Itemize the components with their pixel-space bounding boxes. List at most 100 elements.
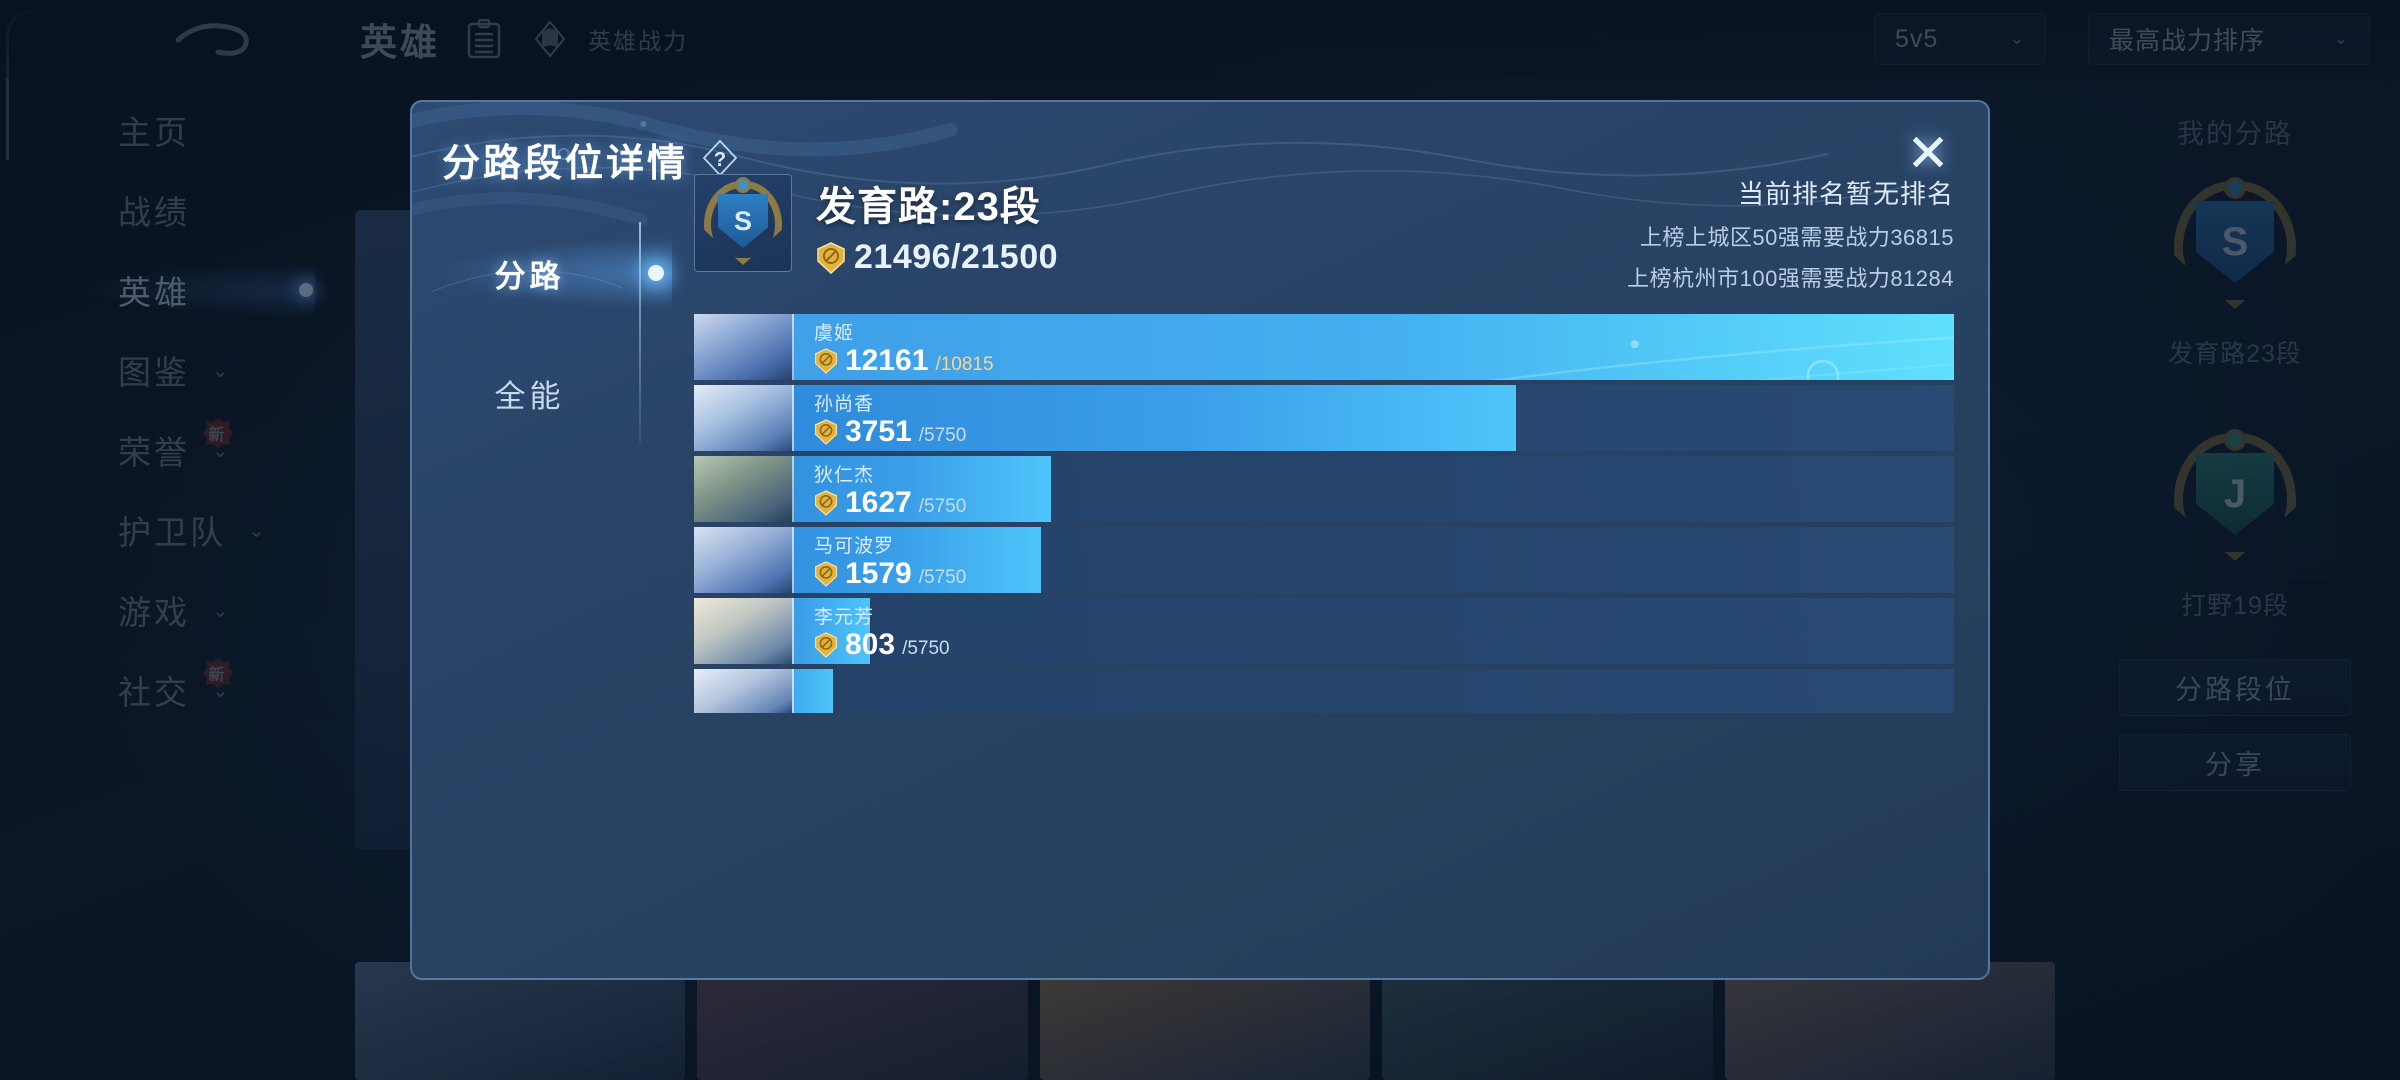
sidebar-item-label: 战绩 [118, 194, 190, 231]
hero-score-max: /5750 [918, 567, 967, 588]
requirement-line-0: 上榜上城区50强需要战力36815 [1639, 225, 1954, 250]
current-rank-badge: S [694, 174, 792, 272]
sidebar-item-1[interactable]: 战绩 [0, 170, 305, 250]
sidebar-item-0[interactable]: 主页 [0, 90, 305, 170]
hero-row-3[interactable]: 马可波罗 1579 /5750 [694, 527, 1954, 593]
back-arrow-icon[interactable] [170, 18, 260, 58]
hero-portrait [694, 314, 794, 380]
hero-row-5-partial[interactable] [694, 669, 1954, 713]
hero-score-row: 12161 /10815 [814, 346, 994, 376]
chevron-down-icon: ⌄ [2333, 29, 2349, 48]
top-bar: 英雄 英雄战力 5v5 ⌄ 最高战力排序 [0, 0, 2400, 78]
shield-icon [814, 561, 838, 587]
hero-info: 狄仁杰 1627 /5750 [814, 460, 966, 518]
top-bar-controls: 5v5 ⌄ 最高战力排序 ⌄ [1874, 13, 2400, 65]
lane-rank-button[interactable]: 分路段位 [2119, 659, 2351, 716]
sidebar-item-4[interactable]: 荣誉 ⌄ 新 [0, 410, 305, 490]
rank-symbol: J [2223, 471, 2247, 516]
help-question-icon[interactable]: ? [700, 138, 740, 178]
sidebar-item-7[interactable]: 社交 ⌄ 新 [0, 650, 305, 730]
hero-score-max: /5750 [902, 638, 950, 659]
hero-name: 孙尚香 [814, 394, 875, 415]
sidebar-item-5[interactable]: 护卫队 ⌄ [0, 490, 305, 570]
hero-name: 狄仁杰 [814, 465, 875, 486]
current-ranking-status: 当前排名暂无排名 [1737, 179, 1954, 209]
hero-score-row: 3751 /5750 [814, 417, 966, 447]
list-icon[interactable] [462, 17, 506, 61]
shield-icon [814, 490, 838, 516]
svg-text:?: ? [714, 149, 726, 171]
shield-icon [814, 348, 838, 374]
chevron-down-icon: ⌄ [212, 359, 232, 382]
ranking-info: 当前排名暂无排名 上榜上城区50强需要战力36815 上榜杭州市100强需要战力… [1627, 174, 1954, 293]
dialog-tabs: 分路 全能 [422, 232, 637, 434]
hero-portrait [694, 669, 794, 713]
close-icon[interactable]: ✕ [1906, 125, 1950, 183]
sort-dropdown[interactable]: 最高战力排序 ⌄ [2088, 13, 2370, 65]
sidebar-item-label: 游戏 [118, 594, 190, 631]
hero-row-0[interactable]: 虞姬 12161 /10815 [694, 314, 1954, 380]
right-panel: 我的分路 S 发育路23段 J 打野19段 分路段位 分享 [2070, 90, 2400, 1080]
requirement-line-1: 上榜杭州市100强需要战力81284 [1627, 266, 1954, 291]
tab-rail [639, 222, 641, 442]
new-badge: 新 [203, 418, 233, 448]
hero-carousel [355, 962, 2056, 1080]
hero-score-row: 803 /5750 [814, 630, 950, 660]
hero-row-2[interactable]: 狄仁杰 1627 /5750 [694, 456, 1954, 522]
chevron-down-icon: ⌄ [212, 439, 232, 462]
active-glow [75, 262, 315, 318]
hero-card[interactable] [697, 962, 1028, 1080]
hero-card[interactable] [355, 962, 686, 1080]
chevron-down-icon: ⌄ [212, 679, 232, 702]
hero-icon[interactable] [528, 17, 572, 61]
hero-name: 虞姬 [814, 323, 855, 344]
page-title: 英雄 [360, 22, 440, 63]
hero-info: 虞姬 12161 /10815 [814, 318, 994, 376]
mode-dropdown[interactable]: 5v5 ⌄ [1874, 13, 2046, 65]
hero-row-1[interactable]: 孙尚香 3751 /5750 [694, 385, 1954, 451]
lane-badge-label: 打野19段 [2117, 577, 2353, 633]
lane-badge-group-0[interactable]: S 发育路23段 [2117, 177, 2353, 381]
hero-info: 孙尚香 3751 /5750 [814, 389, 966, 447]
lane-badge-label: 发育路23段 [2117, 325, 2353, 381]
sidebar-item-2[interactable]: 英雄 [0, 250, 315, 330]
rank-score-row: 21496/21500 [816, 238, 1058, 277]
tab-lane[interactable]: 分路 [422, 232, 637, 314]
shield-icon [814, 632, 838, 658]
rank-text-group: 发育路:23段 21496/21500 [816, 174, 1058, 277]
chevron-down-icon: ⌄ [212, 599, 232, 622]
rank-symbol: S [733, 205, 752, 236]
lane-rank-detail-dialog: 分路段位详情 ? ✕ 分路 全能 S 发育路:23段 [410, 100, 1990, 980]
share-button[interactable]: 分享 [2119, 734, 2351, 791]
hero-power-list[interactable]: 虞姬 12161 /10815 孙尚香 [694, 314, 1954, 960]
shield-icon [814, 419, 838, 445]
sidebar-item-label: 图鉴 [118, 354, 190, 391]
rank-badge-icon: S [704, 177, 782, 265]
hero-score-max: /5750 [918, 425, 967, 446]
chevron-down-icon: ⌄ [248, 519, 268, 542]
tab-allround[interactable]: 全能 [494, 378, 565, 414]
right-panel-title: 我的分路 [2177, 119, 2293, 149]
sidebar-item-6[interactable]: 游戏 ⌄ [0, 570, 305, 650]
hero-card[interactable] [1382, 962, 1713, 1080]
sidebar-item-label: 荣誉 [118, 434, 190, 471]
sidebar-item-label: 主页 [118, 114, 190, 151]
hero-score: 1627 [845, 486, 912, 519]
rank-badge-icon: S [2174, 177, 2296, 309]
hero-row-4[interactable]: 李元芳 803 /5750 [694, 598, 1954, 664]
hero-card[interactable] [1039, 962, 1371, 1080]
hero-name: 马可波罗 [814, 536, 895, 557]
hero-score: 1579 [845, 557, 912, 590]
hero-info: 马可波罗 1579 /5750 [814, 531, 966, 589]
lane-badge-group-1[interactable]: J 打野19段 [2117, 429, 2353, 633]
hero-score: 3751 [845, 415, 912, 448]
hero-score-max: /10815 [935, 354, 994, 375]
sidebar-nav: 主页 战绩 英雄 图鉴 ⌄ 荣誉 ⌄ 新 护卫队 ⌄ 游戏 ⌄ [0, 90, 315, 1080]
hero-score: 12161 [845, 344, 929, 377]
lane-rank-title: 发育路:23段 [816, 185, 1041, 229]
hero-score-row: 1627 /5750 [814, 488, 966, 518]
hero-score-max: /5750 [918, 496, 967, 517]
new-badge: 新 [203, 658, 233, 688]
hero-card[interactable] [1724, 962, 2056, 1080]
sidebar-item-3[interactable]: 图鉴 ⌄ [0, 330, 305, 410]
